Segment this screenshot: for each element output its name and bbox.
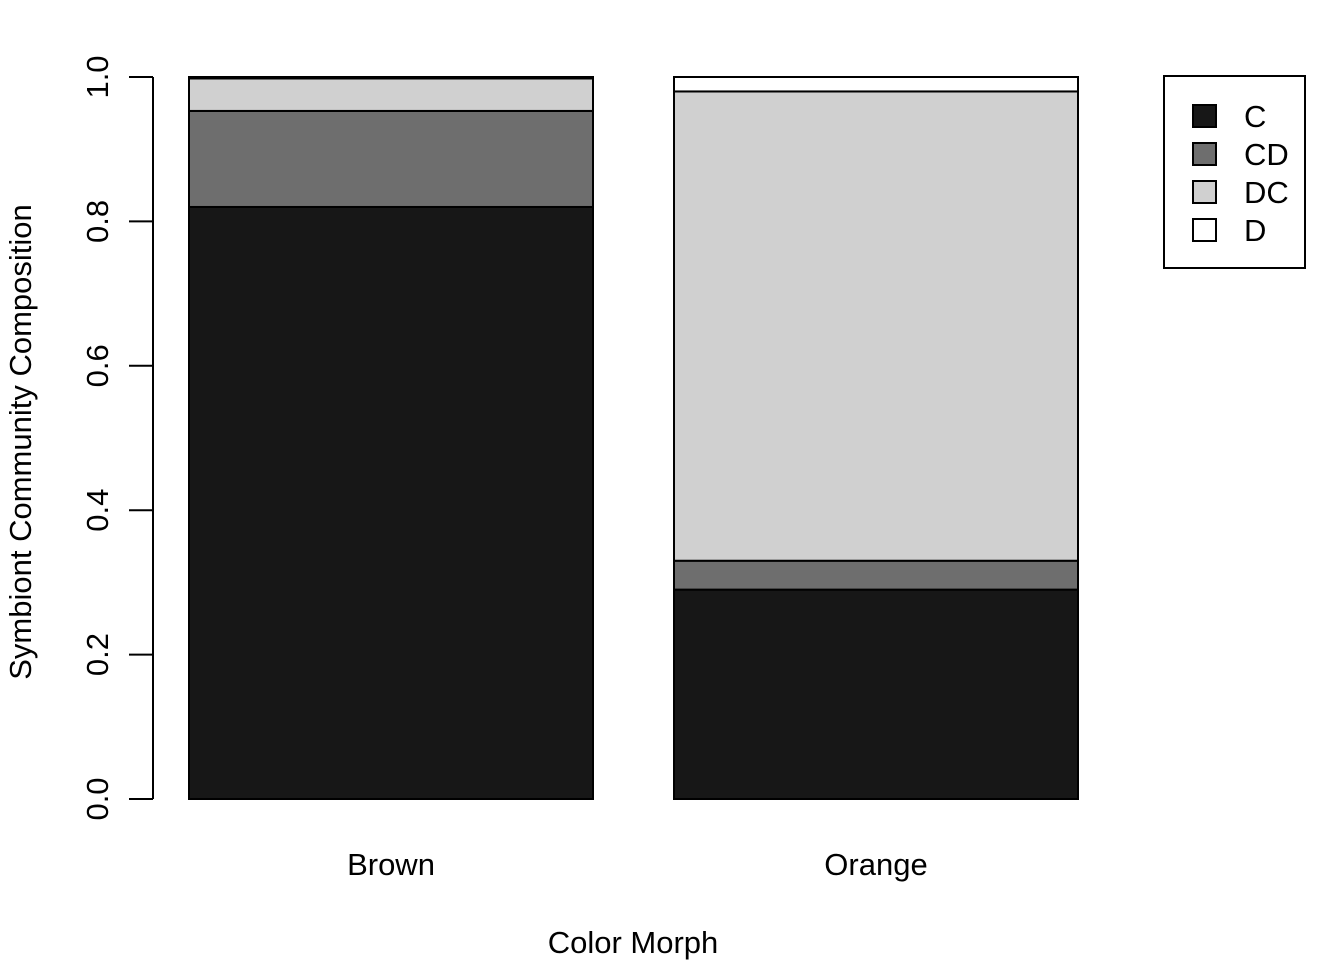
y-tick-label: 0.6 [80,344,115,387]
y-tick-label: 0.2 [80,633,115,676]
legend-box [1163,75,1306,269]
legend-swatch-d [1192,218,1217,242]
legend-label-cd: CD [1244,137,1289,172]
x-axis: Brown Orange [347,847,928,882]
y-tick-label: 0.0 [80,777,115,820]
bar-segment-brown-dc [188,77,594,112]
bar-segment-brown-d [188,76,594,80]
bars-group [188,76,1079,800]
bar-segment-orange-dc [673,90,1079,562]
legend-swatch-cd [1192,142,1217,166]
y-tick-label: 1.0 [80,55,115,98]
legend-swatch-c [1192,104,1217,128]
bar-segment-orange-d [673,76,1079,93]
bar-segment-orange-c [673,588,1079,800]
bar-segment-brown-cd [188,109,594,208]
x-axis-title: Color Morph [548,925,719,960]
y-tick-label: 0.8 [80,200,115,243]
x-tick-label: Brown [347,847,435,882]
x-tick-label: Orange [824,847,927,882]
legend-label-d: D [1244,213,1266,248]
y-tick-label: 0.4 [80,489,115,532]
bar-segment-orange-cd [673,559,1079,591]
bar-segment-brown-c [188,205,594,800]
legend-label-c: C [1244,99,1266,134]
legend-swatch-dc [1192,180,1217,204]
legend-label-dc: DC [1244,175,1289,210]
y-axis-title: Symbiont Community Composition [3,204,38,680]
y-axis: 0.0 0.2 0.4 0.6 0.8 1.0 [80,55,154,821]
